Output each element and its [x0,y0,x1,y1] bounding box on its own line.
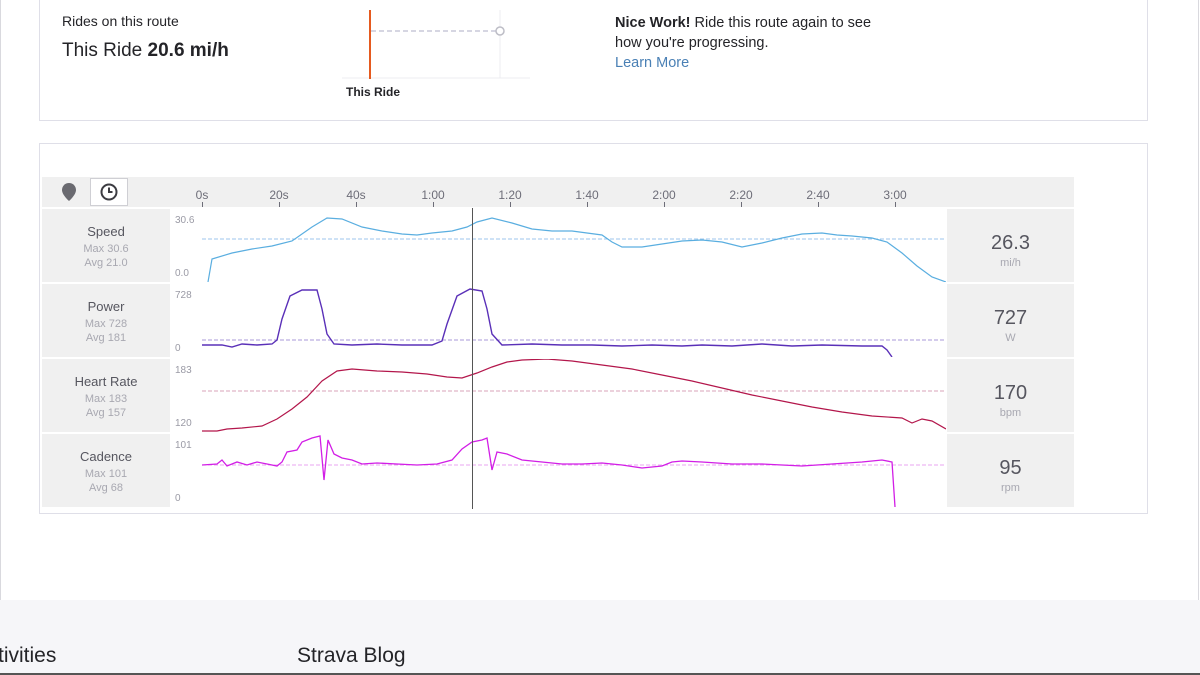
learn-more-link[interactable]: Learn More [615,55,690,71]
cadence-row: Cadence Max 101 Avg 68 101 0 95 rpm [42,434,1074,507]
heartrate-value-cell: 170 bpm [947,359,1074,432]
time-tick-mark [664,202,665,207]
heartrate-row: Heart Rate Max 183 Avg 157 183 120 170 b… [42,359,1074,432]
power-value: 727 [993,307,1028,329]
distance-mode-button[interactable] [50,178,88,206]
window-bottom-edge [0,673,1200,675]
time-tick-mark [433,202,434,207]
heartrate-label-cell: Heart Rate Max 183 Avg 157 [42,359,170,432]
heartrate-series-line [202,359,946,432]
nice-work-text: Ride this route again to see how you're … [615,15,872,51]
cadence-axis-min: 0 [175,493,181,504]
time-tick-mark [202,202,203,207]
speed-avg: Avg 21.0 [84,257,128,269]
speed-row: Speed Max 30.6 Avg 21.0 30.6 0.0 26.3 mi… [42,209,1074,282]
heartrate-value: 170 [993,382,1028,404]
heartrate-axis-min: 120 [175,418,192,429]
cadence-max: Max 101 [84,468,128,480]
speed-max: Max 30.6 [83,243,129,255]
this-ride-bar [369,10,371,79]
time-tick-mark [279,202,280,207]
clock-icon [100,183,118,201]
speed-title: Speed [87,224,125,239]
speed-unit: mi/h [1000,257,1021,269]
power-title: Power [87,299,125,314]
cadence-value: 95 [999,457,1022,479]
cadence-axis-max: 101 [175,440,192,451]
cadence-series-line [202,435,896,507]
this-ride-summary: This Ride 20.6 mi/h [62,40,229,62]
hover-cursor-line [472,208,473,509]
this-ride-speed: 20.6 mi/h [147,40,229,61]
speed-value-cell: 26.3 mi/h [947,209,1074,282]
rides-on-route-label: Rides on this route [62,13,179,29]
time-tick-label: 2:20 [729,188,753,202]
power-unit: W [1005,332,1016,344]
time-mode-button[interactable] [90,178,128,206]
mini-chart-point [495,26,505,36]
nice-work-heading: Nice Work! [615,15,691,31]
time-tick-mark [587,202,588,207]
heartrate-axis-max: 183 [175,365,192,376]
stream-analysis-panel: 0s 20s 40s 1:00 1:20 1:40 2:00 2:20 2:40 3:00 Spe… [39,143,1148,514]
power-row: Power Max 728 Avg 181 728 0 727 W [42,284,1074,357]
heartrate-max: Max 183 [84,393,128,405]
time-tick-label: 0s [195,188,209,202]
site-footer: tivities Strava Blog [0,600,1200,675]
mini-chart-caption: This Ride [346,85,401,99]
power-label-cell: Power Max 728 Avg 181 [42,284,170,357]
time-tick-label: 1:00 [421,188,445,202]
power-max: Max 728 [84,318,128,330]
speed-label-cell: Speed Max 30.6 Avg 21.0 [42,209,170,282]
stream-rows: Speed Max 30.6 Avg 21.0 30.6 0.0 26.3 mi… [42,209,1074,508]
page-left-border [0,0,1,600]
heartrate-title: Heart Rate [74,374,138,389]
chart-toolbar: 0s 20s 40s 1:00 1:20 1:40 2:00 2:20 2:40 3:00 [42,177,1074,207]
speed-plot[interactable] [202,209,946,282]
route-progress-mini-chart [342,10,530,79]
time-tick-label: 40s [346,188,366,202]
time-tick-label: 3:00 [883,188,907,202]
time-tick-mark [741,202,742,207]
power-axis-max: 728 [175,290,192,301]
speed-value: 26.3 [991,232,1030,254]
power-value-cell: 727 W [947,284,1074,357]
cadence-avg: Avg 68 [88,482,124,494]
time-tick-label: 20s [269,188,289,202]
cadence-plot[interactable] [202,434,946,507]
time-tick-mark [356,202,357,207]
power-axis-min: 0 [175,343,181,354]
speed-axis-min: 0.0 [175,268,189,279]
this-ride-prefix: This Ride [62,40,143,61]
nice-work-message: Nice Work! Ride this route again to see … [615,13,875,73]
time-tick-mark [895,202,896,207]
heartrate-avg: Avg 157 [85,407,127,419]
time-tick-label: 2:40 [806,188,830,202]
power-plot[interactable] [202,284,946,357]
time-tick-mark [510,202,511,207]
footer-activities-link[interactable]: tivities [0,644,57,667]
footer-strava-blog-link[interactable]: Strava Blog [297,644,406,667]
power-series-line [202,288,893,357]
cadence-value-cell: 95 rpm [947,434,1074,507]
time-tick-label: 1:40 [575,188,599,202]
speed-series-line [207,217,946,282]
map-pin-icon [62,183,76,201]
time-tick-mark [818,202,819,207]
cadence-unit: rpm [1001,482,1020,494]
cadence-label-cell: Cadence Max 101 Avg 68 [42,434,170,507]
time-tick-label: 2:00 [652,188,676,202]
time-tick-label: 1:20 [498,188,522,202]
heartrate-plot[interactable] [202,359,946,432]
page-right-border [1198,0,1199,600]
route-comparison-panel: Rides on this route This Ride 20.6 mi/h … [39,0,1148,121]
speed-axis-max: 30.6 [175,215,195,226]
cadence-title: Cadence [79,449,133,464]
heartrate-unit: bpm [999,407,1022,419]
power-avg: Avg 181 [85,332,127,344]
